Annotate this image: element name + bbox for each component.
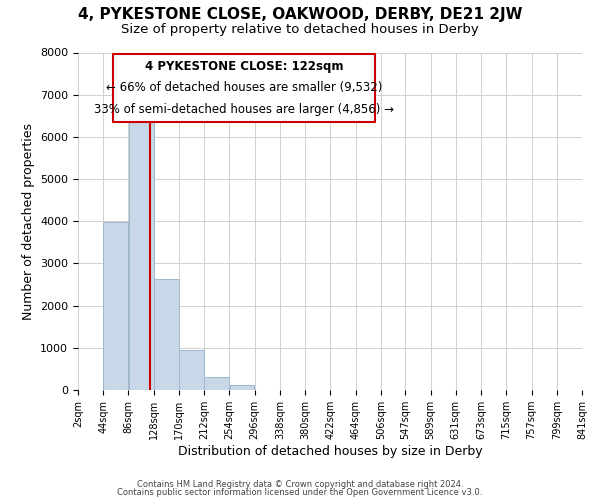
Bar <box>179 350 204 390</box>
Bar <box>154 280 179 390</box>
X-axis label: Distribution of detached houses by size in Derby: Distribution of detached houses by size … <box>178 445 482 458</box>
Text: Contains HM Land Registry data © Crown copyright and database right 2024.: Contains HM Land Registry data © Crown c… <box>137 480 463 489</box>
FancyBboxPatch shape <box>113 54 376 122</box>
Text: ← 66% of detached houses are smaller (9,532): ← 66% of detached houses are smaller (9,… <box>106 82 383 94</box>
Bar <box>205 376 229 390</box>
Text: 4 PYKESTONE CLOSE: 122sqm: 4 PYKESTONE CLOSE: 122sqm <box>145 60 344 73</box>
Text: Contains public sector information licensed under the Open Government Licence v3: Contains public sector information licen… <box>118 488 482 497</box>
Bar <box>128 114 154 390</box>
Text: Size of property relative to detached houses in Derby: Size of property relative to detached ho… <box>121 22 479 36</box>
Text: 4, PYKESTONE CLOSE, OAKWOOD, DERBY, DE21 2JW: 4, PYKESTONE CLOSE, OAKWOOD, DERBY, DE21… <box>78 8 522 22</box>
Bar <box>230 385 254 390</box>
Text: 33% of semi-detached houses are larger (4,856) →: 33% of semi-detached houses are larger (… <box>94 103 394 116</box>
Bar <box>103 222 128 390</box>
Y-axis label: Number of detached properties: Number of detached properties <box>22 122 35 320</box>
